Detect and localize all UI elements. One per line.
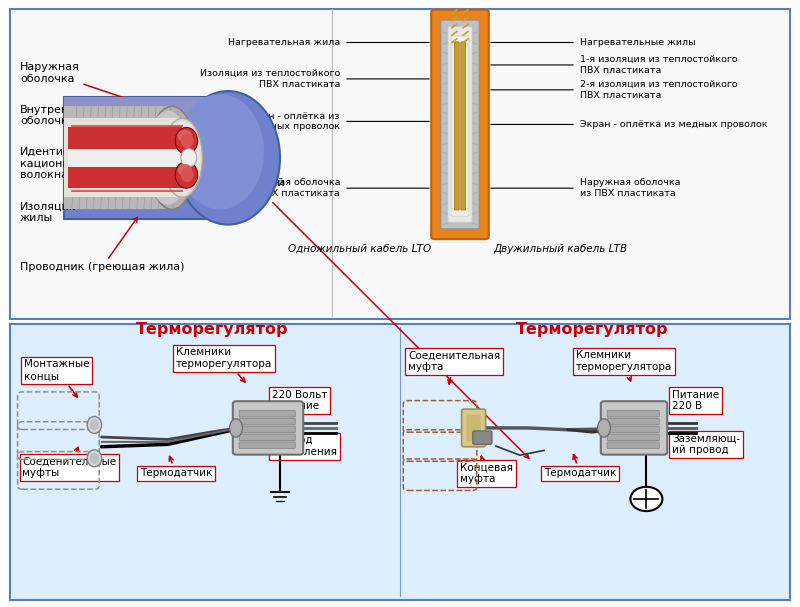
Ellipse shape xyxy=(162,118,202,197)
Ellipse shape xyxy=(87,450,102,467)
FancyBboxPatch shape xyxy=(239,418,295,425)
Text: 220 Вольт
Питание: 220 Вольт Питание xyxy=(272,390,327,412)
Text: Соеденительная
муфта: Соеденительная муфта xyxy=(408,350,500,384)
Text: Наружная оболочка
из ПВХ пластиката: Наружная оболочка из ПВХ пластиката xyxy=(239,178,340,198)
FancyBboxPatch shape xyxy=(239,434,295,441)
Polygon shape xyxy=(64,97,220,121)
Ellipse shape xyxy=(90,419,99,430)
Text: 1-я изоляция из теплостойкого
ПВХ пластиката: 1-я изоляция из теплостойкого ПВХ пласти… xyxy=(580,55,738,75)
Text: Оплетка
(защитный
экран): Оплетка (защитный экран) xyxy=(220,166,529,458)
FancyBboxPatch shape xyxy=(607,442,659,449)
Polygon shape xyxy=(68,127,182,154)
Text: Проводник (греющая жила): Проводник (греющая жила) xyxy=(20,217,185,272)
Ellipse shape xyxy=(90,453,99,464)
Ellipse shape xyxy=(146,110,190,205)
Text: Терморегулятор: Терморегулятор xyxy=(136,322,288,337)
FancyBboxPatch shape xyxy=(441,20,479,229)
Ellipse shape xyxy=(181,134,194,148)
FancyBboxPatch shape xyxy=(607,410,659,417)
Text: Изоляция из теплостойкого
ПВХ пластиката: Изоляция из теплостойкого ПВХ пластиката xyxy=(200,69,340,89)
FancyBboxPatch shape xyxy=(239,426,295,433)
Polygon shape xyxy=(64,106,172,209)
Text: Экран - оплётка из медных проволок: Экран - оплётка из медных проволок xyxy=(580,120,767,129)
Ellipse shape xyxy=(175,161,198,188)
FancyBboxPatch shape xyxy=(233,401,303,455)
Text: Нагревательная жила: Нагревательная жила xyxy=(228,38,340,47)
Text: Соеденительные
муфты: Соеденительные муфты xyxy=(22,447,117,478)
Polygon shape xyxy=(68,149,186,167)
Text: Нагревательные жилы: Нагревательные жилы xyxy=(580,38,696,47)
Text: Терморегулятор: Терморегулятор xyxy=(516,322,668,337)
Text: Заземляющ-
ий провод: Заземляющ- ий провод xyxy=(672,433,740,455)
FancyBboxPatch shape xyxy=(462,409,486,447)
Ellipse shape xyxy=(598,419,610,437)
FancyBboxPatch shape xyxy=(239,442,295,449)
Text: Термодатчик: Термодатчик xyxy=(140,456,212,478)
Polygon shape xyxy=(64,118,182,197)
FancyBboxPatch shape xyxy=(10,9,790,319)
Text: Концевая
муфта: Концевая муфта xyxy=(460,456,513,484)
Ellipse shape xyxy=(178,130,192,142)
FancyBboxPatch shape xyxy=(466,415,481,441)
Text: Двужильный кабель LTB: Двужильный кабель LTB xyxy=(493,244,627,254)
Text: Монтажные
концы: Монтажные концы xyxy=(24,359,90,397)
Ellipse shape xyxy=(181,149,197,167)
Text: Питание
220 В: Питание 220 В xyxy=(672,390,719,412)
Text: Одножильный кабель LTO: Одножильный кабель LTO xyxy=(289,244,431,254)
FancyBboxPatch shape xyxy=(607,426,659,433)
Text: Клемники
терморегулятора: Клемники терморегулятора xyxy=(576,350,672,381)
Ellipse shape xyxy=(176,91,280,225)
Text: Клемники
терморегулятора: Клемники терморегулятора xyxy=(176,347,272,382)
Ellipse shape xyxy=(230,419,242,437)
Polygon shape xyxy=(68,161,182,188)
Ellipse shape xyxy=(175,127,198,154)
Text: 2-я изоляция из теплостойкого
ПВХ пластиката: 2-я изоляция из теплостойкого ПВХ пласти… xyxy=(580,80,738,100)
FancyBboxPatch shape xyxy=(473,431,492,444)
Text: Наружная оболочка
из ПВХ пластиката: Наружная оболочка из ПВХ пластиката xyxy=(580,178,681,198)
Ellipse shape xyxy=(181,168,194,182)
Polygon shape xyxy=(64,97,220,219)
Text: Провод
заземления: Провод заземления xyxy=(272,435,337,457)
FancyBboxPatch shape xyxy=(451,36,469,216)
Ellipse shape xyxy=(87,416,102,433)
Ellipse shape xyxy=(165,121,200,194)
FancyBboxPatch shape xyxy=(461,42,466,210)
Ellipse shape xyxy=(178,164,192,176)
Text: Наружная
оболочка: Наружная оболочка xyxy=(20,62,136,103)
FancyBboxPatch shape xyxy=(431,10,489,239)
Ellipse shape xyxy=(148,106,196,209)
Ellipse shape xyxy=(176,94,264,209)
Text: Экран - оплётка из
медных проволок: Экран - оплётка из медных проволок xyxy=(245,112,340,131)
FancyBboxPatch shape xyxy=(607,434,659,441)
FancyBboxPatch shape xyxy=(601,401,667,455)
Text: Идентифи-
кационные
волокна: Идентифи- кационные волокна xyxy=(20,148,123,180)
FancyBboxPatch shape xyxy=(10,324,790,600)
Circle shape xyxy=(630,487,662,511)
Text: Изоляция
жилы: Изоляция жилы xyxy=(20,183,120,223)
FancyBboxPatch shape xyxy=(454,42,459,210)
FancyBboxPatch shape xyxy=(239,410,295,417)
Text: Внутренняя
оболочка: Внутренняя оболочка xyxy=(20,104,123,128)
FancyBboxPatch shape xyxy=(607,418,659,425)
Text: Термодатчик: Термодатчик xyxy=(544,455,616,478)
FancyBboxPatch shape xyxy=(448,27,472,222)
